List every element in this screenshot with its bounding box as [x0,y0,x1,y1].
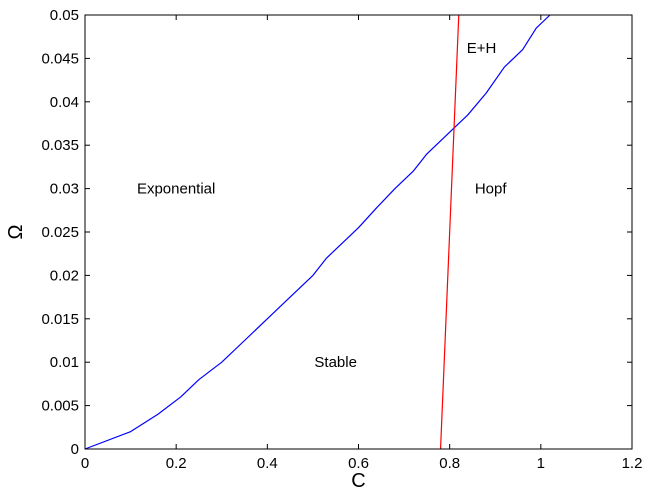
y-tick-label: 0.025 [41,224,79,241]
plot-area [85,15,632,449]
x-tick-label: 1 [537,455,545,472]
x-tick-label: 0 [81,455,89,472]
series-layer [84,14,551,450]
y-tick-label: 0.04 [50,94,79,111]
series-line-red [439,14,460,450]
y-tick-label: 0.015 [41,311,79,328]
y-tick-label: 0 [71,441,79,458]
y-tick-label: 0.045 [41,50,79,67]
y-tick-label: 0.005 [41,398,79,415]
x-tick-label: 0.4 [257,455,278,472]
region-label: Exponential [137,181,215,198]
series-line-blue [84,14,551,450]
y-tick-label: 0.05 [50,7,79,24]
y-axis-label: Ω [5,224,27,239]
y-tick-label: 0.02 [50,267,79,284]
region-label: Hopf [475,181,508,198]
y-tick-label: 0.01 [50,354,79,371]
tick-layer: 0 0.2 0.4 0.6 0.8 1 1.2 0 0.005 0.01 0.015 0.02 0.02… [41,7,642,472]
x-tick-label: 0.6 [348,455,369,472]
annotation-layer: Exponential Stable Hopf E+H [137,40,507,371]
region-label: Stable [314,354,357,371]
y-tick-label: 0.035 [41,137,79,154]
x-tick-label: 1.2 [622,455,643,472]
region-label: E+H [467,40,497,57]
x-axis-label: C [351,470,365,492]
x-tick-label: 0.2 [166,455,187,472]
x-tick-label: 0.8 [439,455,460,472]
y-tick-label: 0.03 [50,181,79,198]
